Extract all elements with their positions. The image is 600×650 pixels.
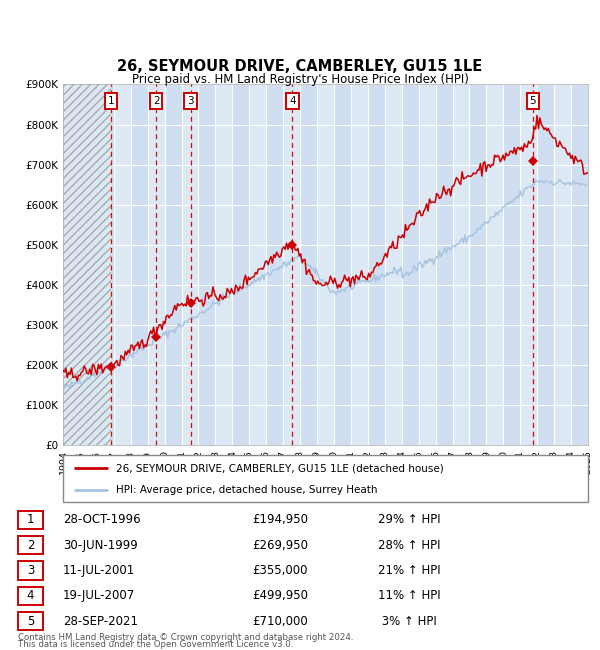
Bar [131, 84, 148, 445]
Bar [469, 84, 487, 445]
Text: 21% ↑ HPI: 21% ↑ HPI [378, 564, 440, 577]
Text: 5: 5 [27, 615, 34, 628]
Bar [266, 84, 283, 445]
Text: Price paid vs. HM Land Registry's House Price Index (HPI): Price paid vs. HM Land Registry's House … [131, 73, 469, 86]
Text: 2: 2 [153, 96, 160, 106]
Text: £499,950: £499,950 [252, 589, 308, 602]
Bar [300, 84, 317, 445]
Text: 30-JUN-1999: 30-JUN-1999 [63, 538, 138, 551]
Text: 5: 5 [530, 96, 536, 106]
Text: 29% ↑ HPI: 29% ↑ HPI [378, 514, 440, 526]
Bar [402, 84, 419, 445]
Text: 28-SEP-2021: 28-SEP-2021 [63, 615, 138, 628]
Text: 1: 1 [27, 514, 34, 526]
Bar [368, 84, 385, 445]
Bar [503, 84, 520, 445]
Bar [571, 84, 588, 445]
Bar [97, 84, 114, 445]
Text: 11% ↑ HPI: 11% ↑ HPI [378, 589, 440, 602]
Text: 3: 3 [27, 564, 34, 577]
Text: £194,950: £194,950 [252, 514, 308, 526]
Text: 1: 1 [107, 96, 114, 106]
Text: £710,000: £710,000 [252, 615, 308, 628]
Text: 11-JUL-2001: 11-JUL-2001 [63, 564, 135, 577]
Text: 19-JUL-2007: 19-JUL-2007 [63, 589, 135, 602]
Bar [63, 84, 80, 445]
Text: £269,950: £269,950 [252, 538, 308, 551]
Bar [164, 84, 182, 445]
Bar [199, 84, 215, 445]
Text: 3: 3 [187, 96, 194, 106]
Bar [537, 84, 554, 445]
Text: 28% ↑ HPI: 28% ↑ HPI [378, 538, 440, 551]
Text: This data is licensed under the Open Government Licence v3.0.: This data is licensed under the Open Gov… [18, 640, 293, 649]
Text: 28-OCT-1996: 28-OCT-1996 [63, 514, 140, 526]
Text: 3% ↑ HPI: 3% ↑ HPI [378, 615, 437, 628]
Text: 2: 2 [27, 538, 34, 551]
Text: 4: 4 [289, 96, 296, 106]
Bar [334, 84, 351, 445]
Text: £355,000: £355,000 [252, 564, 308, 577]
Bar [436, 84, 452, 445]
FancyBboxPatch shape [63, 455, 588, 502]
Text: 26, SEYMOUR DRIVE, CAMBERLEY, GU15 1LE (detached house): 26, SEYMOUR DRIVE, CAMBERLEY, GU15 1LE (… [115, 463, 443, 473]
Text: 26, SEYMOUR DRIVE, CAMBERLEY, GU15 1LE: 26, SEYMOUR DRIVE, CAMBERLEY, GU15 1LE [118, 59, 482, 75]
Text: 4: 4 [27, 589, 34, 602]
Text: HPI: Average price, detached house, Surrey Heath: HPI: Average price, detached house, Surr… [115, 485, 377, 495]
Text: Contains HM Land Registry data © Crown copyright and database right 2024.: Contains HM Land Registry data © Crown c… [18, 632, 353, 642]
Bar [232, 84, 249, 445]
